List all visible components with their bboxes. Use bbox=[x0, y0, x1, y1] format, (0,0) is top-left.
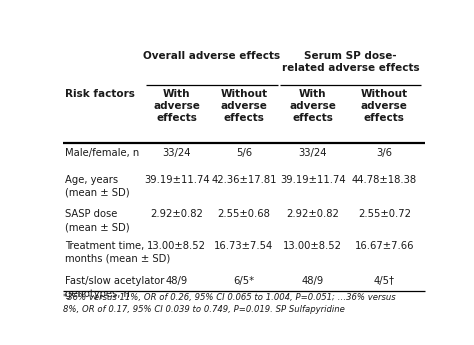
Text: Male/female, n: Male/female, n bbox=[65, 148, 139, 158]
Text: 13.00±8.52: 13.00±8.52 bbox=[147, 241, 206, 251]
Text: 16.73±7.54: 16.73±7.54 bbox=[214, 241, 273, 251]
Text: Without
adverse
effects: Without adverse effects bbox=[220, 89, 267, 123]
Text: Serum SP dose-
related adverse effects: Serum SP dose- related adverse effects bbox=[282, 51, 419, 73]
Text: 2.55±0.68: 2.55±0.68 bbox=[218, 209, 270, 219]
Text: With
adverse
effects: With adverse effects bbox=[289, 89, 336, 123]
Text: SASP dose
(mean ± SD): SASP dose (mean ± SD) bbox=[65, 209, 129, 232]
Text: 16.67±7.66: 16.67±7.66 bbox=[355, 241, 414, 251]
Text: Risk factors: Risk factors bbox=[65, 89, 135, 99]
Text: With
adverse
effects: With adverse effects bbox=[154, 89, 200, 123]
Text: 13.00±8.52: 13.00±8.52 bbox=[283, 241, 342, 251]
Text: Without
adverse
effects: Without adverse effects bbox=[361, 89, 408, 123]
Text: Age, years
(mean ± SD): Age, years (mean ± SD) bbox=[65, 175, 129, 198]
Text: 6/5*: 6/5* bbox=[233, 276, 255, 286]
Text: Treatment time,
months (mean ± SD): Treatment time, months (mean ± SD) bbox=[65, 241, 170, 264]
Text: 2.55±0.72: 2.55±0.72 bbox=[358, 209, 411, 219]
Text: 39.19±11.74: 39.19±11.74 bbox=[144, 175, 210, 185]
Text: 3/6: 3/6 bbox=[376, 148, 392, 158]
Text: 2.92±0.82: 2.92±0.82 bbox=[286, 209, 339, 219]
Text: 5/6: 5/6 bbox=[236, 148, 252, 158]
Text: 42.36±17.81: 42.36±17.81 bbox=[211, 175, 277, 185]
Text: 48/9: 48/9 bbox=[301, 276, 324, 286]
Text: 33/24: 33/24 bbox=[163, 148, 191, 158]
Text: 39.19±11.74: 39.19±11.74 bbox=[280, 175, 346, 185]
Text: 48/9: 48/9 bbox=[166, 276, 188, 286]
Text: 33/24: 33/24 bbox=[299, 148, 327, 158]
Text: 4/5†: 4/5† bbox=[374, 276, 395, 286]
Text: Overall adverse effects: Overall adverse effects bbox=[143, 51, 280, 61]
Text: Fast/slow acetylator
genotypes, n: Fast/slow acetylator genotypes, n bbox=[65, 276, 164, 298]
Text: *36% versus 11%, OR of 0.26, 95% CI 0.065 to 1.004, P=0.051; …36% versus
8%, OR : *36% versus 11%, OR of 0.26, 95% CI 0.06… bbox=[63, 293, 395, 314]
Text: 2.92±0.82: 2.92±0.82 bbox=[150, 209, 203, 219]
Text: 44.78±18.38: 44.78±18.38 bbox=[352, 175, 417, 185]
